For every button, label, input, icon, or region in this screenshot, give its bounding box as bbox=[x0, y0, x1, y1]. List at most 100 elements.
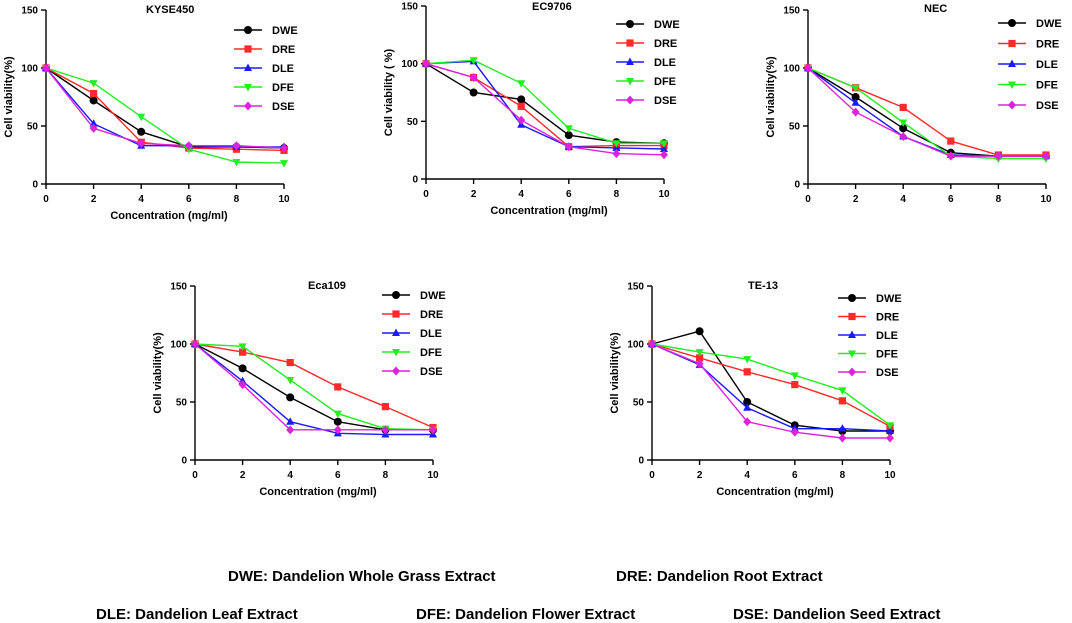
data-point bbox=[612, 149, 621, 159]
legend: DWE DRE DLE DFE DSE bbox=[998, 18, 1062, 112]
x-axis-label: Concentration (mg/ml) bbox=[490, 205, 608, 217]
x-tick-label: 10 bbox=[1040, 194, 1052, 205]
x-tick-label: 8 bbox=[234, 194, 240, 205]
legend-label: DLE bbox=[1036, 59, 1058, 71]
y-tick-label: 50 bbox=[27, 122, 39, 133]
series-line bbox=[194, 343, 433, 431]
data-point bbox=[286, 358, 294, 367]
legend-label: DRE bbox=[420, 309, 443, 321]
x-tick-label: 8 bbox=[996, 194, 1002, 205]
x-tick-label: 4 bbox=[518, 189, 524, 200]
y-tick-label: 100 bbox=[170, 340, 187, 351]
y-tick-label: 0 bbox=[412, 175, 418, 186]
legend-label: DWE bbox=[272, 25, 298, 37]
legend-label: DFE bbox=[876, 349, 898, 361]
y-axis-label: Cell viability(%) bbox=[3, 56, 15, 138]
x-tick-label: 6 bbox=[948, 194, 954, 205]
chart-panel-te-13: 0 50 100 150 0 2 4 6 8 10 TE-13 Cell viability(%) Co… bbox=[609, 280, 902, 498]
data-point bbox=[381, 425, 390, 435]
series-dse bbox=[422, 59, 668, 160]
x-axis-label: Concentration (mg/ml) bbox=[110, 210, 228, 222]
footnote-dfe: DFE: Dandelion Flower Extract bbox=[416, 606, 636, 623]
legend-marker bbox=[848, 350, 856, 358]
legend-marker bbox=[1008, 100, 1016, 110]
series-line bbox=[425, 59, 664, 144]
legend-entry-dse: DSE bbox=[616, 95, 677, 107]
legend-label: DRE bbox=[876, 312, 899, 324]
legend-label: DFE bbox=[420, 347, 442, 359]
chart-panel-ec9706: 0 50 100 150 0 2 4 6 8 10 EC9706 Cell viability ( %… bbox=[383, 1, 680, 217]
y-axis-label: Cell viability(%) bbox=[765, 56, 777, 138]
legend-entry-dre: DRE bbox=[616, 38, 677, 50]
data-point bbox=[994, 151, 1003, 161]
data-point bbox=[429, 425, 437, 435]
series-line bbox=[807, 67, 1046, 157]
y-tick-label: 0 bbox=[638, 456, 644, 467]
series-line bbox=[651, 343, 891, 426]
x-axis-label: Concentration (mg/ml) bbox=[259, 486, 377, 498]
legend-label: DWE bbox=[654, 19, 680, 31]
y-axis-label: Cell viability ( %) bbox=[383, 48, 395, 136]
y-tick-label: 0 bbox=[794, 180, 800, 191]
y-axis-label: Cell viability(%) bbox=[152, 332, 164, 414]
legend-entry-dre: DRE bbox=[838, 312, 899, 324]
series-line bbox=[807, 67, 1046, 156]
chart-title: Eca109 bbox=[308, 280, 346, 292]
series-dse bbox=[191, 339, 437, 435]
legend-entry-dwe: DWE bbox=[234, 25, 298, 37]
legend-entry-dle: DLE bbox=[234, 63, 294, 75]
footnote-dre: DRE: Dandelion Root Extract bbox=[616, 568, 823, 585]
data-point bbox=[89, 96, 98, 105]
x-tick-label: 0 bbox=[423, 189, 429, 200]
legend-label: DWE bbox=[420, 290, 446, 302]
series-line bbox=[807, 67, 1046, 160]
y-tick-label: 50 bbox=[407, 117, 419, 128]
data-point bbox=[838, 424, 847, 432]
y-tick-label: 150 bbox=[627, 282, 644, 293]
series-line bbox=[194, 343, 434, 429]
footnote-dse: DSE: Dandelion Seed Extract bbox=[733, 606, 941, 623]
series-line bbox=[651, 343, 891, 428]
x-tick-label: 10 bbox=[427, 470, 439, 481]
series-dle bbox=[191, 339, 437, 438]
legend-label: DRE bbox=[1036, 39, 1059, 51]
data-point bbox=[947, 137, 955, 145]
legend-label: DLE bbox=[420, 328, 442, 340]
chart-title: EC9706 bbox=[532, 1, 572, 13]
x-tick-label: 8 bbox=[840, 470, 846, 481]
x-tick-label: 6 bbox=[335, 470, 341, 481]
series-line bbox=[194, 343, 434, 431]
data-point bbox=[743, 356, 752, 364]
legend-entry-dwe: DWE bbox=[838, 293, 902, 305]
legend-marker bbox=[848, 330, 856, 338]
data-point bbox=[791, 381, 799, 389]
data-point bbox=[886, 426, 894, 434]
y-tick-label: 50 bbox=[176, 398, 188, 409]
chart-panel-eca109: 0 50 100 150 0 2 4 6 8 10 Eca109 Cell viability(%) C… bbox=[152, 280, 446, 498]
legend: DWE DRE DLE DFE DSE bbox=[838, 293, 902, 379]
series-line bbox=[651, 330, 890, 432]
y-tick-label: 100 bbox=[783, 64, 800, 75]
x-tick-label: 2 bbox=[471, 189, 477, 200]
x-tick-label: 6 bbox=[186, 194, 192, 205]
x-tick-label: 4 bbox=[287, 470, 293, 481]
data-point bbox=[517, 95, 526, 104]
data-point bbox=[564, 142, 573, 152]
data-point bbox=[743, 403, 752, 411]
legend-marker bbox=[626, 95, 634, 105]
data-point bbox=[469, 57, 478, 65]
data-point bbox=[696, 354, 704, 362]
data-point bbox=[743, 417, 752, 427]
data-point bbox=[564, 125, 573, 133]
series-line bbox=[807, 67, 1046, 157]
legend-entry-dfe: DFE bbox=[998, 80, 1058, 92]
data-point bbox=[612, 140, 621, 148]
legend-marker bbox=[244, 26, 252, 34]
legend-marker bbox=[244, 63, 252, 71]
y-tick-label: 100 bbox=[21, 64, 38, 75]
legend-marker bbox=[626, 78, 634, 86]
chart-title: TE-13 bbox=[748, 280, 778, 292]
data-point bbox=[286, 376, 295, 385]
data-point bbox=[238, 343, 247, 351]
